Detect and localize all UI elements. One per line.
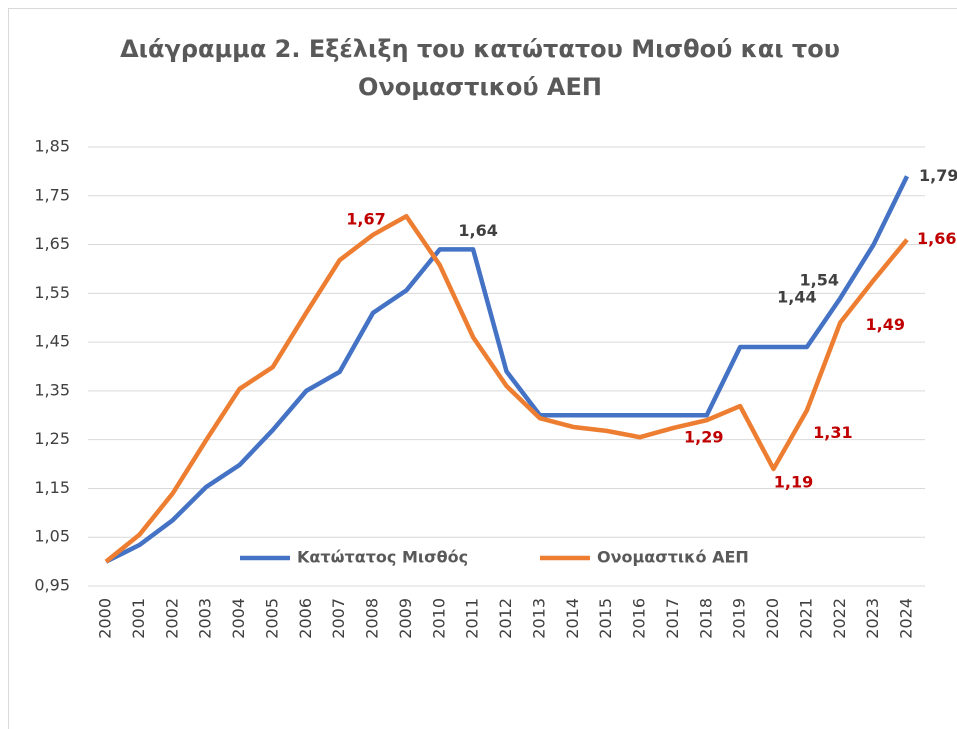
x-tick-label: 2005 xyxy=(262,598,281,639)
x-tick-label: 2022 xyxy=(830,598,849,639)
data-label: 1,79 xyxy=(919,166,957,185)
x-tick-label: 2020 xyxy=(763,598,782,639)
series-line xyxy=(104,175,910,564)
x-tick-label: 2008 xyxy=(363,598,382,639)
chart-title: Διάγραμμα 2. Εξέλιξη του κατώτατου Μισθο… xyxy=(120,35,840,101)
y-tick-label: 1,35 xyxy=(34,380,70,399)
y-tick-label: 1,75 xyxy=(34,185,70,204)
data-label: 1,67 xyxy=(346,209,385,228)
y-tick-label: 1,55 xyxy=(34,283,70,302)
data-label: 1,64 xyxy=(458,221,497,240)
data-label: 1,31 xyxy=(813,423,852,442)
data-label: 1,44 xyxy=(777,287,816,306)
data-label: 1,19 xyxy=(774,472,813,491)
x-tick-label: 2012 xyxy=(496,598,515,639)
data-label: 1,66 xyxy=(917,229,956,248)
x-tick-label: 2004 xyxy=(229,598,248,639)
x-tick-label: 2019 xyxy=(730,598,749,639)
x-tick-label: 2013 xyxy=(529,598,548,639)
x-tick-label: 2011 xyxy=(463,598,482,639)
x-tick-label: 2024 xyxy=(897,598,916,639)
data-label: 1,29 xyxy=(684,428,723,447)
chart-border xyxy=(8,8,957,729)
x-tick-label: 2021 xyxy=(796,598,815,639)
y-tick-label: 1,25 xyxy=(34,429,70,448)
y-tick-label: 1,85 xyxy=(34,137,70,156)
y-tick-label: 1,15 xyxy=(34,478,70,497)
x-tick-label: 2015 xyxy=(596,598,615,639)
x-tick-label: 2014 xyxy=(563,598,582,639)
x-tick-label: 2010 xyxy=(429,598,448,639)
x-tick-label: 2018 xyxy=(696,598,715,639)
x-tick-label: 2000 xyxy=(96,598,115,639)
x-tick-label: 2002 xyxy=(162,598,181,639)
x-tick-label: 2017 xyxy=(663,598,682,639)
series-line xyxy=(104,214,909,564)
y-tick-label: 1,45 xyxy=(34,332,70,351)
data-label: 1,54 xyxy=(800,271,839,290)
legend-label: Ονομαστικό ΑΕΠ xyxy=(597,548,749,567)
x-tick-label: 2016 xyxy=(630,598,649,639)
x-tick-label: 2007 xyxy=(329,598,348,639)
x-tick-label: 2009 xyxy=(396,598,415,639)
x-tick-label: 2003 xyxy=(196,598,215,639)
y-tick-label: 0,95 xyxy=(34,576,70,595)
data-label: 1,49 xyxy=(866,315,905,334)
x-tick-label: 2001 xyxy=(129,598,148,639)
y-tick-label: 1,65 xyxy=(34,234,70,253)
y-tick-label: 1,05 xyxy=(34,527,70,546)
x-tick-label: 2006 xyxy=(296,598,315,639)
legend-label: Κατώτατος Μισθός xyxy=(297,548,468,567)
x-tick-label: 2023 xyxy=(863,598,882,639)
